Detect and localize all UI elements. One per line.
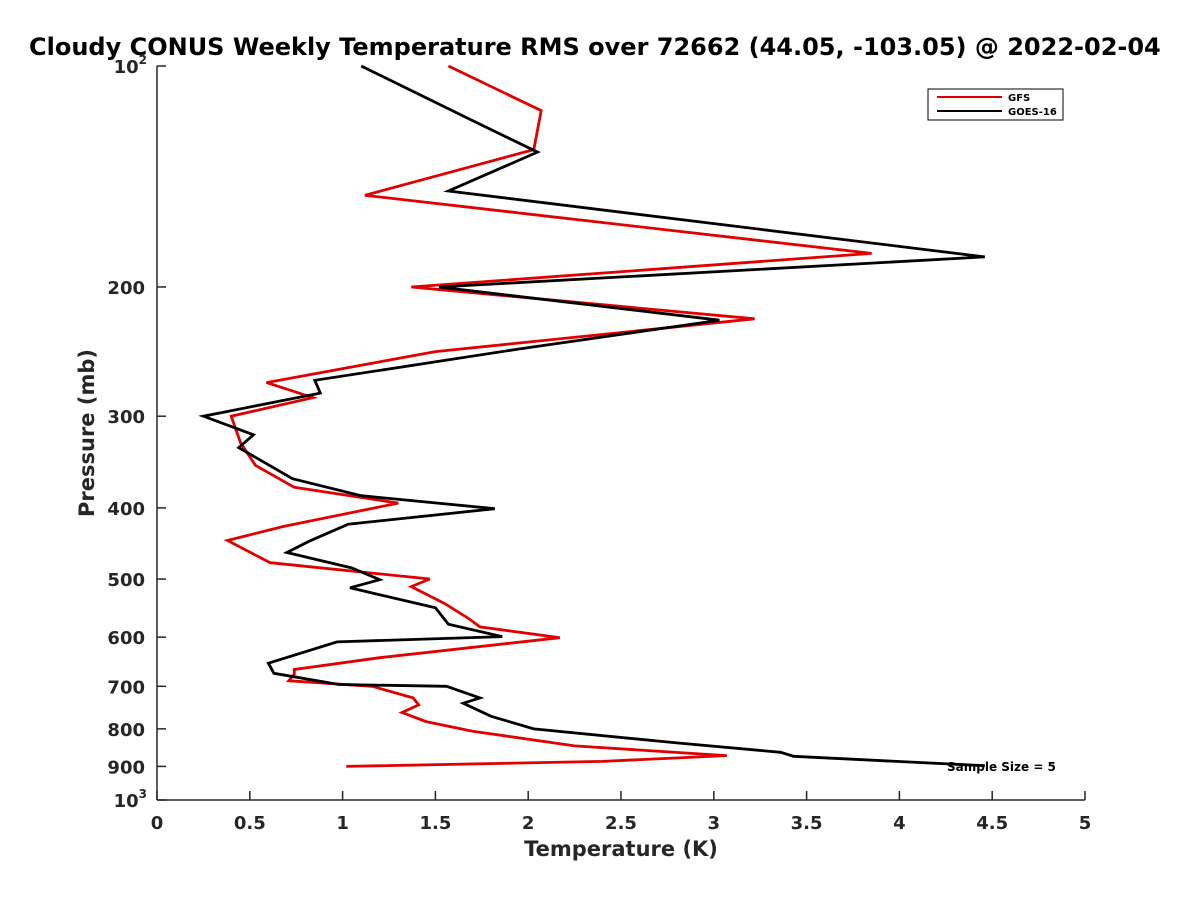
x-tick-label: 4 <box>893 813 906 834</box>
x-tick-label: 0.5 <box>234 813 266 834</box>
x-tick-label: 1.5 <box>419 813 451 834</box>
y-tick-label: 500 <box>107 570 145 591</box>
y-tick-label: 400 <box>107 499 145 520</box>
sample-size-annotation: Sample Size = 5 <box>947 760 1056 774</box>
x-axis-label: Temperature (K) <box>524 837 718 861</box>
x-tick-label: 2.5 <box>605 813 637 834</box>
series-layer <box>198 64 985 768</box>
x-tick-label: 5 <box>1079 813 1092 834</box>
legend: GFS GOES-16 <box>927 88 1064 121</box>
chart-title: Cloudy CONUS Weekly Temperature RMS over… <box>29 33 1161 61</box>
plot-area <box>157 66 1085 800</box>
y-tick-label: 300 <box>107 407 145 428</box>
y-tick-label: 103 <box>114 787 147 812</box>
legend-label-goes16: GOES-16 <box>1008 107 1057 118</box>
legend-label-gfs: GFS <box>1008 93 1030 104</box>
y-axis-label: Pressure (mb) <box>75 349 99 517</box>
legend-box <box>927 88 1064 121</box>
x-tick-label: 3 <box>708 813 721 834</box>
y-tick-label: 700 <box>107 677 145 698</box>
x-tick-label: 4.5 <box>976 813 1008 834</box>
series-line-goes16 <box>198 64 985 768</box>
y-tick-label: 600 <box>107 628 145 649</box>
y-tick-label: 200 <box>107 278 145 299</box>
x-tick-label: 3.5 <box>791 813 823 834</box>
y-tick-label: 900 <box>107 757 145 778</box>
x-tick-label: 2 <box>522 813 535 834</box>
x-ticks: 0 0.5 1 1.5 2 2.5 3 3.5 4 4.5 5 <box>151 791 1092 834</box>
series-line-gfs <box>223 64 872 768</box>
x-tick-label: 1 <box>336 813 349 834</box>
y-tick-label: 800 <box>107 720 145 741</box>
x-tick-label: 0 <box>151 813 164 834</box>
